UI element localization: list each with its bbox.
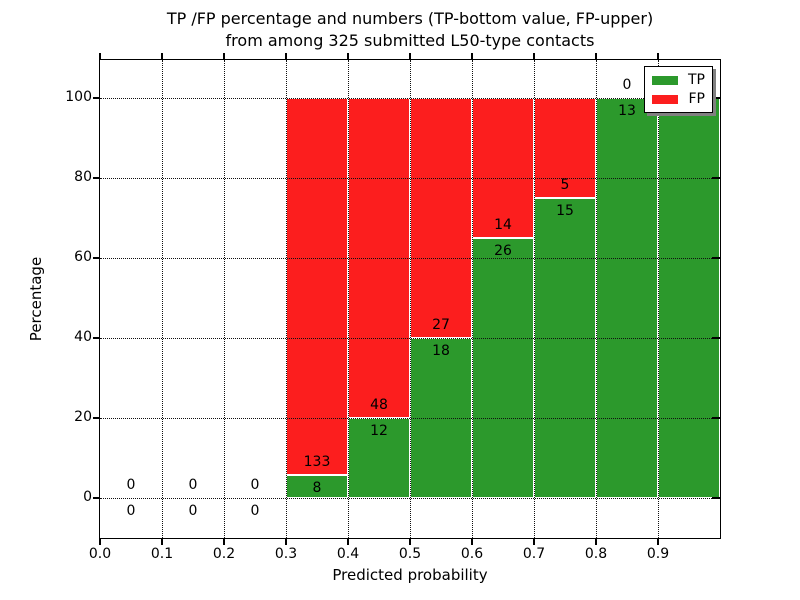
x-tick-bottom	[409, 538, 411, 545]
x-tick-bottom	[533, 538, 535, 545]
y-tick-right	[712, 257, 720, 259]
tp-value-label: 26	[494, 243, 512, 259]
y-tick-right	[712, 97, 720, 99]
fp-bar	[410, 98, 472, 338]
x-tick-top	[285, 53, 287, 60]
y-tick-left	[93, 177, 100, 179]
legend-entry-fp: FP	[652, 92, 705, 106]
legend-label-tp: TP	[688, 72, 705, 88]
y-tick-right	[712, 417, 720, 419]
tp-value-label: 8	[312, 480, 322, 497]
tp-color-swatch	[652, 75, 678, 85]
y-tick-label: 20	[74, 409, 92, 425]
x-axis-label: Predicted probability	[332, 566, 488, 584]
x-tick-top	[471, 53, 473, 60]
tp-bar	[658, 98, 720, 498]
x-tick-top	[223, 53, 225, 60]
x-tick-label: 0.5	[398, 546, 422, 562]
x-tick-bottom	[657, 538, 659, 545]
chart-title: TP /FP percentage and numbers (TP-bottom…	[100, 8, 720, 52]
y-tick-left	[93, 257, 100, 259]
x-tick-label: 0.1	[150, 546, 174, 562]
x-tick-label: 0.4	[336, 546, 360, 562]
fp-value-label: 14	[494, 217, 512, 233]
y-tick-left	[93, 417, 100, 419]
fp-value-label: 0	[622, 77, 632, 93]
fp-value-label: 0	[250, 477, 260, 493]
x-tick-top	[657, 53, 659, 60]
gridline-vertical	[286, 60, 287, 538]
x-tick-label: 0.8	[584, 546, 608, 562]
y-tick-left	[93, 497, 100, 499]
x-tick-label: 0.9	[646, 546, 670, 562]
gridline-vertical	[658, 60, 659, 538]
gridline-vertical	[224, 60, 225, 538]
gridline-vertical	[472, 60, 473, 538]
x-tick-top	[99, 53, 101, 60]
fp-bar	[472, 98, 534, 238]
y-tick-label: 60	[74, 249, 92, 265]
x-tick-bottom	[223, 538, 225, 545]
tp-bar	[534, 198, 596, 498]
gridline-vertical	[410, 60, 411, 538]
y-tick-right	[712, 497, 720, 499]
tp-value-label: 12	[370, 423, 388, 439]
tp-bar	[596, 98, 658, 498]
chart-title-line1: TP /FP percentage and numbers (TP-bottom…	[166, 9, 654, 28]
y-tick-left	[93, 97, 100, 99]
x-tick-label: 0.0	[88, 546, 112, 562]
x-tick-label: 0.7	[522, 546, 546, 562]
y-tick-right	[712, 177, 720, 179]
y-axis-label: Percentage	[27, 256, 45, 342]
x-tick-top	[347, 53, 349, 60]
y-tick-left	[93, 337, 100, 339]
legend: TP FP	[644, 66, 713, 113]
fp-value-label: 0	[188, 477, 198, 493]
y-tick-label: 0	[83, 489, 92, 505]
fp-value-label: 27	[432, 317, 450, 333]
x-tick-top	[161, 53, 163, 60]
tp-bar	[472, 238, 534, 498]
x-tick-top	[409, 53, 411, 60]
y-tick-label: 80	[74, 169, 92, 185]
fp-value-label: 133	[303, 454, 331, 471]
x-tick-bottom	[471, 538, 473, 545]
y-tick-label: 40	[74, 329, 92, 345]
tp-value-label: 15	[556, 203, 574, 219]
x-tick-label: 0.6	[460, 546, 484, 562]
x-tick-bottom	[595, 538, 597, 545]
legend-entry-tp: TP	[652, 73, 705, 87]
gridline-vertical	[348, 60, 349, 538]
x-tick-bottom	[285, 538, 287, 545]
tp-value-label: 0	[250, 503, 260, 519]
fp-value-label: 0	[126, 477, 136, 493]
x-tick-top	[595, 53, 597, 60]
fp-bar	[286, 98, 348, 476]
x-tick-bottom	[161, 538, 163, 545]
tp-value-label: 13	[618, 103, 636, 119]
y-tick-right	[712, 337, 720, 339]
y-tick-label: 100	[65, 89, 92, 105]
tp-value-label: 0	[126, 503, 136, 519]
gridline-vertical	[534, 60, 535, 538]
tp-value-label: 18	[432, 343, 450, 359]
fp-value-label: 5	[560, 177, 570, 193]
x-tick-bottom	[347, 538, 349, 545]
x-tick-label: 0.3	[274, 546, 298, 562]
x-tick-bottom	[99, 538, 101, 545]
tp-value-label: 0	[188, 503, 198, 519]
legend-label-fp: FP	[688, 91, 706, 107]
x-tick-label: 0.2	[212, 546, 236, 562]
fp-value-label: 48	[370, 397, 388, 413]
plot-area: TP FP 0 20 40 60 80 100 0.0 0.1 0.2 0.3 0.4 0.5 0.6 0…	[65, 53, 721, 562]
chart-title-line2: from among 325 submitted L50-type contac…	[225, 31, 595, 50]
fp-bar	[534, 98, 596, 198]
x-tick-top	[533, 53, 535, 60]
fp-color-swatch	[652, 94, 678, 104]
gridline-vertical	[596, 60, 597, 538]
gridline-vertical	[162, 60, 163, 538]
